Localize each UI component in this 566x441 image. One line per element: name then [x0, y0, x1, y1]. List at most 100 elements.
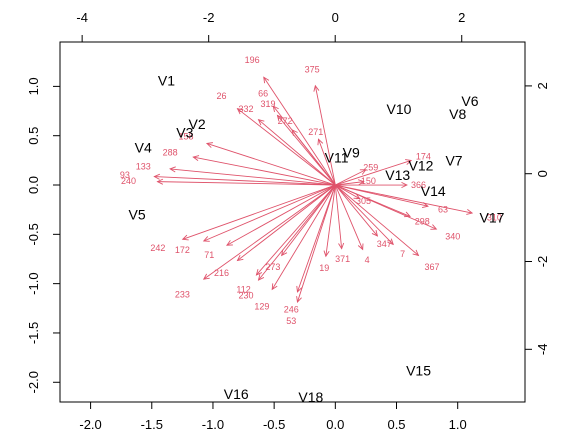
y-right-tick-label: 0: [535, 170, 550, 177]
obs-label: 93: [120, 170, 130, 180]
obs-label: 230: [238, 290, 253, 300]
obs-label: 347: [377, 239, 392, 249]
obs-arrow-53: [297, 184, 336, 303]
obs-arrow-head-375: [313, 84, 320, 92]
obs-label: 53: [286, 316, 296, 326]
obs-arrow-head-66: [272, 105, 279, 113]
obs-arrow-196: [263, 77, 336, 186]
obs-arrow-71: [226, 184, 336, 246]
variable-label-v5: V5: [129, 207, 146, 223]
obs-label: 7: [400, 249, 405, 259]
variable-label-v11: V11: [325, 149, 349, 165]
x-top-tick-label: 2: [458, 10, 465, 25]
variable-label-v8: V8: [449, 106, 466, 122]
y-right-tick-label: -4: [535, 344, 550, 356]
obs-arrow-246: [297, 184, 336, 293]
obs-label: 158: [179, 132, 194, 142]
y-right-tick-label: 2: [535, 82, 550, 89]
obs-arrow-head-53: [296, 296, 302, 304]
obs-arrow-head-216: [236, 254, 244, 262]
obs-label: 305: [356, 196, 371, 206]
obs-label: 366: [411, 180, 426, 190]
obs-arrow-271: [318, 139, 336, 186]
x-bottom-tick-label: -1.0: [202, 417, 224, 432]
y-left-tick-label: -2.0: [26, 371, 41, 393]
obs-arrow-332: [258, 119, 336, 186]
obs-arrow-head-93: [153, 173, 161, 180]
x-top-tick-label: -4: [76, 10, 88, 25]
obs-label: 174: [416, 151, 431, 161]
obs-arrow-head-332: [257, 119, 265, 126]
obs-label: 240: [121, 176, 136, 186]
obs-arrow-head-71: [226, 240, 233, 246]
obs-arrow-133: [170, 168, 336, 186]
obs-label: 319: [261, 99, 276, 109]
x-axis-bottom: -2.0 -1.5 -1.0 -0.5 0.0 0.5 1.0: [79, 401, 467, 432]
obs-arrow-head-172: [202, 236, 210, 242]
obs-arrow-head-242: [181, 234, 189, 241]
obs-label: 26: [217, 91, 227, 101]
obs-arrow-head-150: [357, 179, 365, 186]
y-left-tick-label: -0.5: [26, 223, 41, 245]
obs-arrow-272: [291, 129, 336, 186]
obs-label: 172: [175, 245, 190, 255]
obs-arrow-26: [237, 108, 336, 186]
y-left-tick-label: 1.0: [26, 77, 41, 95]
obs-arrow-310: [335, 184, 473, 214]
obs-arrow-head-272: [291, 129, 298, 136]
obs-arrow-375: [314, 85, 336, 186]
obs-arrow-head-112: [255, 269, 263, 276]
obs-label: 367: [424, 262, 439, 272]
obs-label: 216: [214, 268, 229, 278]
variable-label-v15: V15: [406, 362, 431, 378]
variable-label-v2: V2: [188, 116, 205, 132]
obs-arrow-150: [335, 181, 364, 186]
obs-label: 272: [278, 116, 293, 126]
obs-arrow-head-371: [338, 242, 345, 250]
obs-arrow-head-367: [412, 249, 420, 257]
obs-arrow-158: [206, 143, 336, 186]
obs-arrow-head-19: [323, 250, 330, 258]
y-left-tick-label: 0.5: [26, 127, 41, 145]
variable-label-v1: V1: [158, 72, 175, 88]
obs-arrow-216: [237, 184, 336, 261]
obs-arrow-240: [157, 181, 336, 186]
y-left-tick-label: -1.5: [26, 322, 41, 344]
variable-label-v7: V7: [445, 152, 462, 168]
obs-arrow-288: [193, 156, 336, 186]
obs-arrow-259: [335, 169, 367, 186]
obs-label: 340: [445, 231, 460, 241]
obs-arrow-head-340: [430, 224, 438, 230]
obs-label: 288: [163, 147, 178, 157]
obs-arrow-head-240: [156, 178, 164, 185]
obs-arrow-head-196: [263, 76, 270, 84]
x-top-tick-label: -2: [203, 10, 215, 25]
y-left-tick-label: -1.0: [26, 272, 41, 294]
x-bottom-tick-label: 0.0: [326, 417, 344, 432]
obs-arrow-head-26: [236, 108, 244, 115]
arrow-layer: [153, 76, 474, 304]
obs-arrow-319: [277, 115, 336, 186]
obs-arrow-174: [335, 159, 412, 186]
obs-label: 129: [254, 301, 269, 311]
obs-arrow-head-246: [296, 285, 303, 293]
x-bottom-tick-label: -0.5: [263, 417, 285, 432]
obs-arrow-305: [335, 184, 360, 199]
variable-label-v6: V6: [461, 93, 478, 109]
x-bottom-tick-label: 1.0: [449, 417, 467, 432]
x-bottom-tick-label: 0.5: [387, 417, 405, 432]
obs-arrow-head-233: [202, 273, 210, 280]
variable-label-v10: V10: [386, 101, 411, 117]
variable-label-v12: V12: [409, 157, 434, 173]
obs-label: 66: [258, 88, 268, 98]
variable-label-v16: V16: [224, 386, 249, 402]
variable-label-v17: V17: [479, 210, 504, 226]
obs-arrow-head-288: [192, 155, 200, 161]
obs-label: 4: [365, 255, 370, 265]
obs-label: 271: [308, 127, 323, 137]
obs-arrow-371: [334, 184, 343, 249]
obs-label: 71: [204, 250, 214, 260]
obs-arrow-head-129: [271, 283, 278, 291]
obs-arrow-head-347: [371, 229, 379, 237]
